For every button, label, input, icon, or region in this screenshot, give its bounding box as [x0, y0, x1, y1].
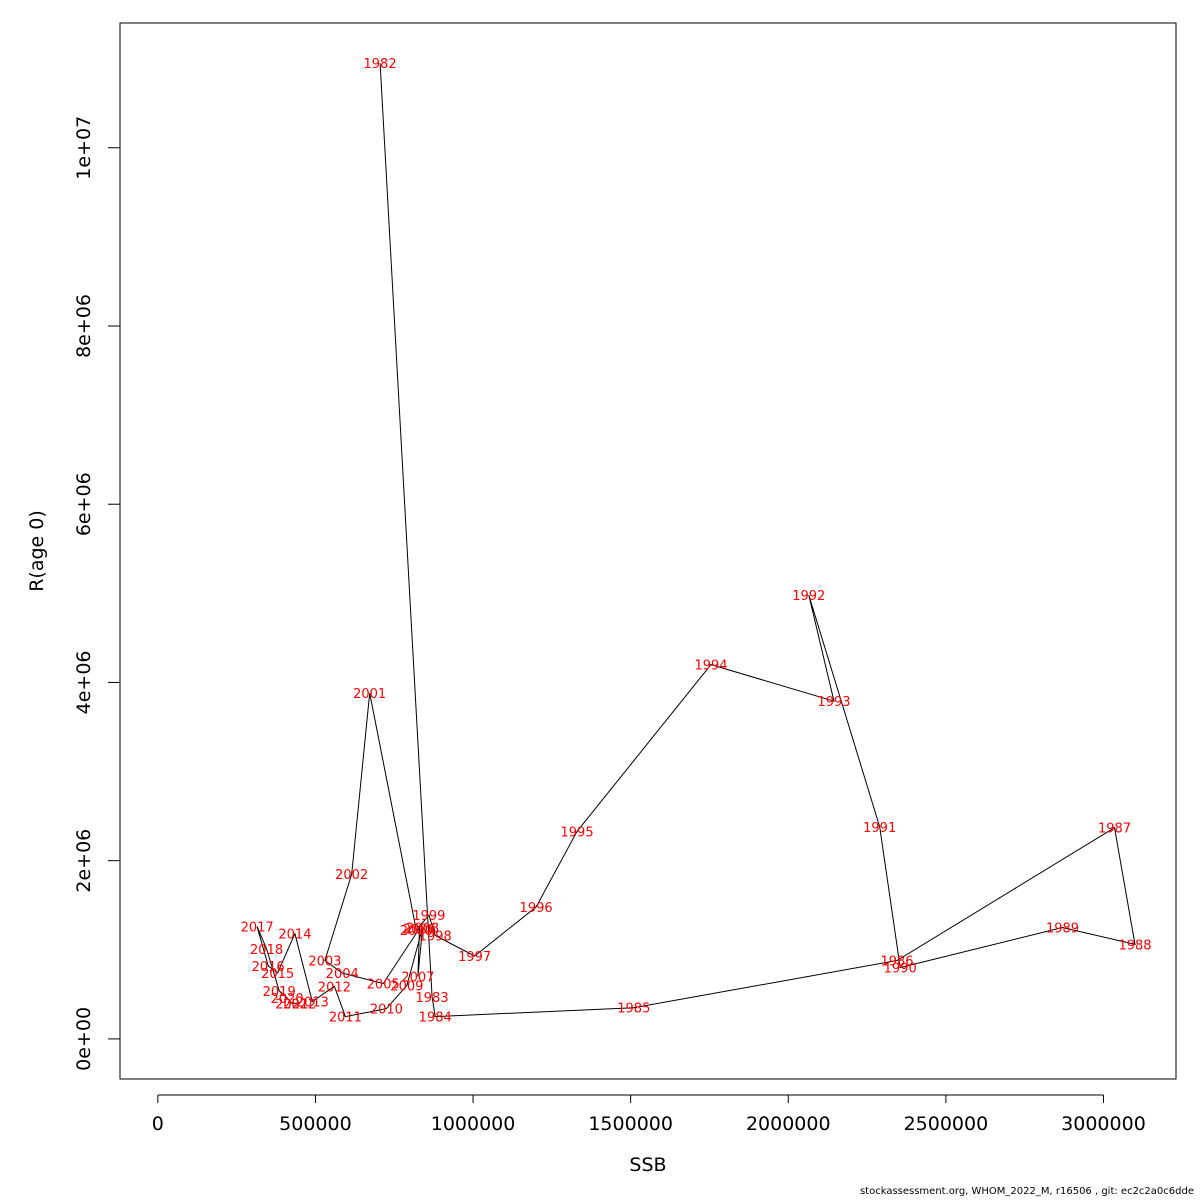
point-label-2022: 2022: [283, 997, 316, 1012]
x-tick-label: 3000000: [1061, 1113, 1146, 1135]
point-label-1989: 1989: [1046, 922, 1079, 937]
point-label-2014: 2014: [278, 928, 311, 943]
x-tick-label: 500000: [279, 1113, 352, 1135]
footer-credit: stockassessment.org, WHOM_2022_M, r16506…: [859, 1186, 1194, 1197]
point-label-2021: 2021: [275, 997, 308, 1012]
x-tick-label: 2500000: [904, 1113, 989, 1135]
point-label-2003: 2003: [308, 954, 341, 969]
y-tick-label: 1e+07: [73, 116, 95, 180]
point-label-2015: 2015: [261, 967, 294, 982]
plot-frame: [119, 22, 1177, 1080]
point-label-1997: 1997: [458, 950, 491, 965]
point-label-1984: 1984: [419, 1011, 452, 1026]
point-label-2016: 2016: [252, 960, 285, 975]
point-label-1993: 1993: [817, 695, 850, 710]
y-tick-label: 0e+00: [73, 1007, 95, 1071]
point-label-2007: 2007: [401, 971, 434, 986]
point-label-1985: 1985: [617, 1002, 650, 1017]
point-label-2010: 2010: [370, 1003, 403, 1018]
point-label-1996: 1996: [520, 901, 553, 916]
point-label-2009: 2009: [390, 979, 423, 994]
point-label-2011: 2011: [329, 1011, 362, 1026]
y-axis: 0e+00 2e+06 4e+06 6e+06 8e+06 1e+07: [73, 116, 121, 1071]
point-label-2000: 2000: [400, 924, 433, 939]
point-label-1988: 1988: [1118, 938, 1151, 953]
y-axis-title: R(age 0): [26, 510, 48, 592]
point-label-1982: 1982: [364, 57, 397, 72]
x-tick-label: 1500000: [588, 1113, 673, 1135]
point-label-2012: 2012: [318, 980, 351, 995]
point-label-1992: 1992: [792, 589, 825, 604]
point-label-2004: 2004: [326, 967, 359, 982]
x-axis: 0 500000 1000000 1500000 2000000 2500000 30000…: [152, 1094, 1146, 1135]
point-label-1986: 1986: [880, 954, 913, 969]
series-line: [256, 63, 1136, 1018]
x-tick-label: 2000000: [746, 1113, 831, 1135]
point-label-1987: 1987: [1098, 822, 1131, 837]
point-label-1998: 1998: [419, 930, 452, 945]
point-label-2005: 2005: [367, 978, 400, 993]
point-label-2002: 2002: [335, 868, 368, 883]
point-label-2013: 2013: [296, 995, 329, 1010]
point-label-1994: 1994: [694, 659, 727, 674]
x-tick-label: 0: [152, 1113, 164, 1135]
point-label-1999: 1999: [412, 909, 445, 924]
point-label-2020: 2020: [271, 992, 304, 1007]
y-tick-label: 4e+06: [73, 651, 95, 715]
point-labels: 1982 1983 1984 1985 1986 1987 1988 1989 1990 1991…: [241, 57, 1152, 1026]
point-label-1995: 1995: [561, 825, 594, 840]
y-tick-label: 2e+06: [73, 829, 95, 893]
point-label-1990: 1990: [884, 962, 917, 977]
y-tick-label: 6e+06: [73, 472, 95, 536]
x-tick-label: 1000000: [431, 1113, 516, 1135]
point-label-2017: 2017: [241, 921, 274, 936]
point-label-1991: 1991: [863, 821, 896, 836]
point-label-2019: 2019: [263, 985, 296, 1000]
point-label-2018: 2018: [250, 943, 283, 958]
point-label-2008: 2008: [406, 922, 439, 937]
y-tick-label: 8e+06: [73, 294, 95, 358]
x-axis-title: SSB: [629, 1154, 666, 1176]
point-label-2001: 2001: [353, 687, 386, 702]
point-label-1983: 1983: [416, 991, 449, 1006]
point-label-2006: 2006: [403, 922, 436, 937]
